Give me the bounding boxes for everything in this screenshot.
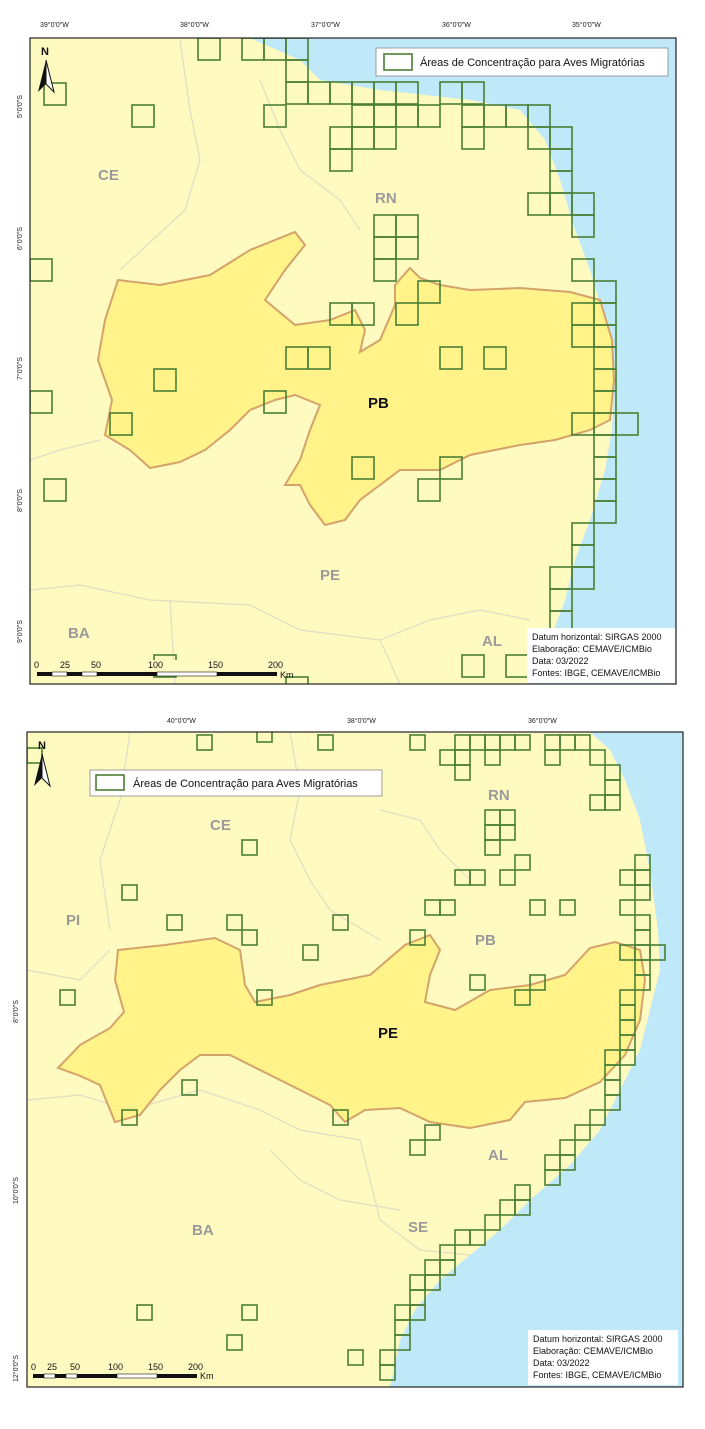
map2-frame <box>26 731 684 1388</box>
scale-tick-100: 100 <box>108 1362 123 1372</box>
scale-unit: Km <box>200 1371 214 1381</box>
focus-label-pb: PB <box>368 395 389 412</box>
focus-state-pe <box>56 933 647 1130</box>
legend-cell-icon <box>383 53 413 71</box>
coord-left-4: 8°0'0"S <box>16 489 24 512</box>
credit-datum: Datum horizontal: SIRGAS 2000 <box>532 632 662 642</box>
focus-label-pe: PE <box>378 1025 398 1042</box>
map-pernambuco: 40°0'0"W 38°0'0"W 36°0'0"W 8°0'0"S 10°0'… <box>0 710 705 1400</box>
legend: Áreas de Concentração para Aves Migratór… <box>89 769 383 797</box>
scale-tick-100: 100 <box>148 660 163 670</box>
scale-tick-25: 25 <box>47 1362 57 1372</box>
coord-top-3: 36°0'0"W <box>528 717 557 725</box>
scale-tick-0: 0 <box>34 660 39 670</box>
coord-top-3: 37°0'0"W <box>311 21 340 29</box>
coord-left-2: 6°0'0"S <box>16 227 24 250</box>
state-label-se: SE <box>408 1219 428 1236</box>
state-borders <box>30 39 531 684</box>
state-label-pi: PI <box>66 912 80 929</box>
state-label-rn: RN <box>488 787 510 804</box>
coord-left-5: 9°0'0"S <box>16 620 24 643</box>
north-arrow-icon: N <box>38 46 55 94</box>
state-label-pe: PE <box>320 567 340 584</box>
map1-svg: 39°0'0"W 38°0'0"W 37°0'0"W 36°0'0"W 35°0… <box>16 21 677 685</box>
scale-tick-200: 200 <box>188 1362 203 1372</box>
scale-tick-150: 150 <box>148 1362 163 1372</box>
scale-bar: 0 25 50 100 150 200 Km <box>30 1362 230 1381</box>
coord-left-1: 8°0'0"S <box>12 1000 20 1023</box>
coord-top-5: 35°0'0"W <box>572 21 601 29</box>
coord-left-3: 7°0'0"S <box>16 357 24 380</box>
concentration-cells <box>27 732 666 1381</box>
coord-top-1: 40°0'0"W <box>167 717 196 725</box>
scale-bar: 0 25 50 100 150 200 Km <box>34 660 294 680</box>
scale-tick-50: 50 <box>91 660 101 670</box>
state-label-ce: CE <box>98 167 119 184</box>
legend: Áreas de Concentração para Aves Migratór… <box>375 47 669 77</box>
coord-top-4: 36°0'0"W <box>442 21 471 29</box>
coord-top-2: 38°0'0"W <box>347 717 376 725</box>
credit-datum: Datum horizontal: SIRGAS 2000 <box>533 1334 663 1344</box>
scale-unit: Km <box>280 670 294 680</box>
scale-tick-0: 0 <box>31 1362 36 1372</box>
credit-sources: Fontes: IBGE, CEMAVE/ICMBio <box>532 668 660 678</box>
credit-date: Data: 03/2022 <box>533 1358 590 1368</box>
coord-top-1: 39°0'0"W <box>40 21 69 29</box>
state-label-ce: CE <box>210 817 231 834</box>
coord-left-1: 5°0'0"S <box>16 95 24 118</box>
credit-date: Data: 03/2022 <box>532 656 589 666</box>
north-label: N <box>38 740 46 752</box>
credit-elaboration: Elaboração: CEMAVE/ICMBio <box>532 644 652 654</box>
credit-elaboration: Elaboração: CEMAVE/ICMBio <box>533 1346 653 1356</box>
scale-tick-150: 150 <box>208 660 223 670</box>
map1-frame <box>29 37 677 685</box>
scale-tick-50: 50 <box>70 1362 80 1372</box>
north-label: N <box>41 46 49 58</box>
scale-tick-200: 200 <box>268 660 283 670</box>
credits: Datum horizontal: SIRGAS 2000 Elaboração… <box>528 1330 678 1385</box>
scale-tick-25: 25 <box>60 660 70 670</box>
state-label-al: AL <box>488 1147 508 1164</box>
map-paraiba: 39°0'0"W 38°0'0"W 37°0'0"W 36°0'0"W 35°0… <box>0 0 705 700</box>
legend-label: Áreas de Concentração para Aves Migratór… <box>133 777 358 790</box>
state-label-ba: BA <box>192 1222 214 1239</box>
state-label-rn: RN <box>375 190 397 207</box>
coord-top-2: 38°0'0"W <box>180 21 209 29</box>
state-label-pb: PB <box>475 932 496 949</box>
north-arrow-icon: N <box>34 740 51 788</box>
credits: Datum horizontal: SIRGAS 2000 Elaboração… <box>527 628 675 683</box>
state-label-ba: BA <box>68 625 90 642</box>
credit-sources: Fontes: IBGE, CEMAVE/ICMBio <box>533 1370 661 1380</box>
coord-left-2: 10°0'0"S <box>12 1177 20 1204</box>
legend-label: Áreas de Concentração para Aves Migratór… <box>420 56 645 69</box>
map2-svg: 40°0'0"W 38°0'0"W 36°0'0"W 8°0'0"S 10°0'… <box>12 717 684 1388</box>
coord-left-3: 12°0'0"S <box>12 1355 20 1382</box>
state-label-al: AL <box>482 633 502 650</box>
legend-cell-icon <box>95 774 125 791</box>
